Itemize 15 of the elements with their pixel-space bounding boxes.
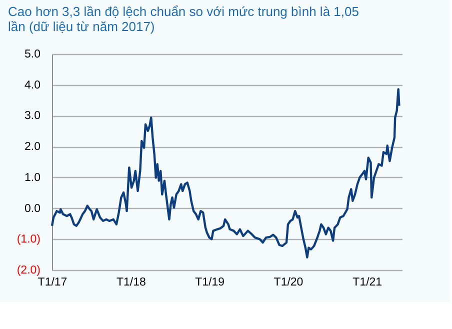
y-tick-label: 0.0	[24, 202, 40, 215]
x-tick-label: T1/18	[116, 276, 146, 288]
y-tick-label: 5.0	[24, 48, 40, 60]
x-tick-label: T1/19	[195, 276, 225, 288]
y-tick-label: 1.0	[24, 172, 40, 184]
y-tick-label: (1.0)	[16, 234, 41, 246]
y-tick-label: 2.0	[24, 141, 40, 154]
y-tick-label: 3.0	[24, 110, 40, 122]
x-tick-label: T1/17	[38, 276, 68, 288]
chart-title: Cao hơn 3,3 lần độ lệch chuẩn so với mức trung bình là 1,05 lần (dữ liệu từ năm 2017)	[8, 4, 359, 34]
y-tick-label: 4.0	[24, 79, 40, 92]
x-tick-label: T1/20	[274, 276, 304, 288]
y-tick-label: (2.0)	[16, 264, 41, 276]
line-series	[50, 88, 400, 258]
x-tick-label: T1/21	[352, 276, 382, 288]
